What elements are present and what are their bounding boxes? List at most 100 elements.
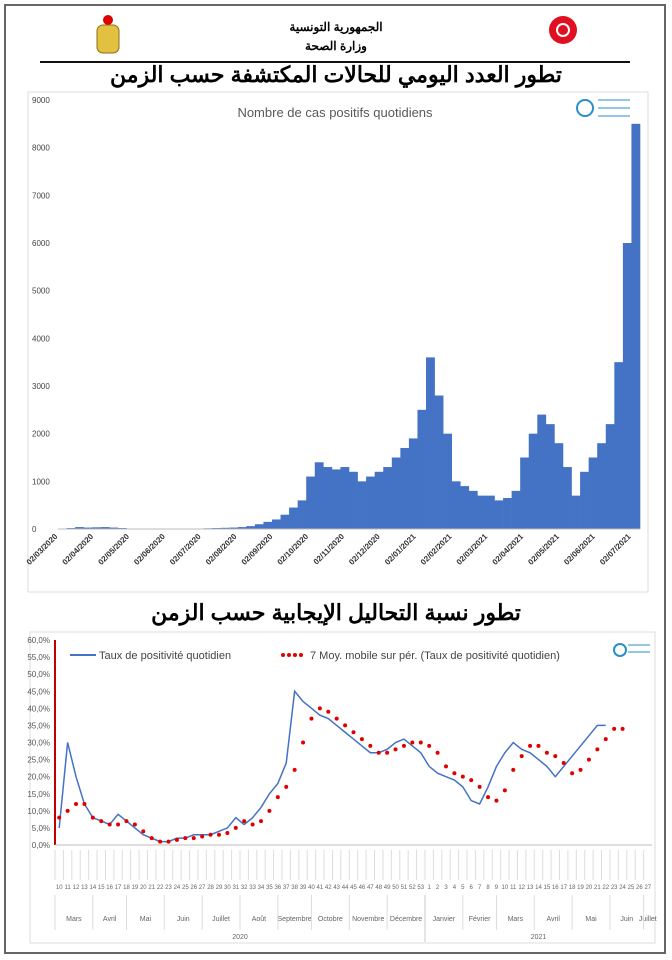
month-label: Mai xyxy=(140,916,152,923)
bar xyxy=(580,471,589,529)
y-tick-label: 0,0% xyxy=(32,841,50,850)
month-label: Avril xyxy=(103,916,117,923)
bar xyxy=(443,433,453,529)
moving-average-point xyxy=(410,740,415,745)
y-tick-label: 5,0% xyxy=(32,824,50,833)
week-number: 35 xyxy=(266,885,273,891)
month-label: Avril xyxy=(546,916,560,923)
week-number: 45 xyxy=(350,885,357,891)
moving-average-point xyxy=(393,747,398,752)
moving-average-point xyxy=(376,750,381,755)
week-number: 36 xyxy=(274,885,281,891)
moving-average-point xyxy=(149,836,154,841)
week-number: 30 xyxy=(224,885,231,891)
bar xyxy=(383,467,393,529)
moving-average-point xyxy=(460,774,465,779)
moving-average-point xyxy=(586,757,591,762)
moving-average-point xyxy=(65,808,70,813)
x-tick-label: 02/06/2020 xyxy=(132,532,167,567)
bar xyxy=(622,243,632,529)
week-number: 47 xyxy=(367,885,374,891)
moving-average-point xyxy=(216,832,221,837)
chart2-positivity-rate: 0,0% 5,0% 10,0% 15,0% 20,0% 25,0% 30,0% 35,0% 40… xyxy=(27,636,657,942)
moving-average-point xyxy=(259,819,264,824)
x-tick-label: 02/07/2020 xyxy=(168,532,203,567)
moving-average-point xyxy=(166,839,171,844)
y-tick-label: 1000 xyxy=(32,477,50,486)
chart1-title: Nombre de cas positifs quotidiens xyxy=(237,105,433,120)
bar xyxy=(297,500,307,529)
legend-marker-ma xyxy=(281,653,285,657)
bar xyxy=(503,498,512,529)
bar xyxy=(314,462,324,529)
x-tick-label: 02/10/2020 xyxy=(276,532,311,567)
bar xyxy=(451,481,461,529)
moving-average-point xyxy=(107,822,112,827)
week-number: 34 xyxy=(258,885,265,891)
moving-average-point xyxy=(511,767,516,772)
bar xyxy=(83,527,93,529)
week-number: 13 xyxy=(527,885,534,891)
x-tick-label: 02/01/2021 xyxy=(383,532,418,567)
daily-rate-line xyxy=(58,689,606,843)
bar xyxy=(391,457,401,529)
bar xyxy=(280,514,290,529)
y-tick-label: 5000 xyxy=(32,287,50,296)
moving-average-point xyxy=(301,740,306,745)
moving-average-point xyxy=(401,743,406,748)
week-number: 24 xyxy=(619,885,626,891)
bar xyxy=(494,500,504,529)
moving-average-point xyxy=(99,819,104,824)
x-tick-label: 02/03/2020 xyxy=(25,532,60,567)
bar xyxy=(614,362,624,529)
moving-average-point xyxy=(351,730,356,735)
bar xyxy=(400,447,410,529)
week-number: 50 xyxy=(392,885,399,891)
bar xyxy=(306,476,316,529)
year-label: 2020 xyxy=(232,934,248,941)
week-number: 41 xyxy=(317,885,324,891)
ministry-health-logo xyxy=(549,16,577,44)
x-tick-label: 02/02/2021 xyxy=(419,532,454,567)
moving-average-point xyxy=(242,819,247,824)
y-tick-label: 6000 xyxy=(32,239,50,248)
moving-average-point xyxy=(74,802,79,806)
y-tick-label: 25,0% xyxy=(27,756,50,765)
month-label: Novembre xyxy=(352,916,384,923)
y-tick-label: 40,0% xyxy=(27,704,50,713)
moving-average-point xyxy=(553,754,558,759)
moving-average-point xyxy=(528,743,533,748)
x-tick-label: 02/04/2020 xyxy=(61,532,96,567)
week-number: 29 xyxy=(216,885,223,891)
bar xyxy=(426,357,435,529)
month-label: Janvier xyxy=(433,916,456,923)
month-label: Juin xyxy=(620,916,633,923)
week-number: 22 xyxy=(157,885,164,891)
chart2-frame xyxy=(29,631,656,944)
page-frame xyxy=(4,4,666,954)
week-number: 19 xyxy=(132,885,139,891)
moving-average-point xyxy=(443,764,448,769)
moving-average-point xyxy=(116,822,121,827)
bar xyxy=(374,471,384,529)
bar xyxy=(554,443,564,529)
week-number: 31 xyxy=(232,885,239,891)
y-tick-label: 3000 xyxy=(32,382,50,391)
y-tick-label: 35,0% xyxy=(27,721,50,730)
month-label: Février xyxy=(469,916,491,923)
bar xyxy=(246,526,256,529)
moving-average-point xyxy=(519,754,524,759)
month-label: Octobre xyxy=(318,916,343,923)
moving-average-point xyxy=(200,834,205,839)
moving-average-point xyxy=(368,743,373,748)
moving-average-point xyxy=(486,795,491,800)
week-number: 27 xyxy=(644,885,651,891)
week-number: 39 xyxy=(300,885,307,891)
week-number: 27 xyxy=(199,885,206,891)
legend-marker-ma xyxy=(287,653,291,657)
bar xyxy=(417,409,427,529)
bar xyxy=(460,486,470,529)
week-number: 1 xyxy=(428,885,432,891)
month-label: Juillet xyxy=(639,916,657,923)
